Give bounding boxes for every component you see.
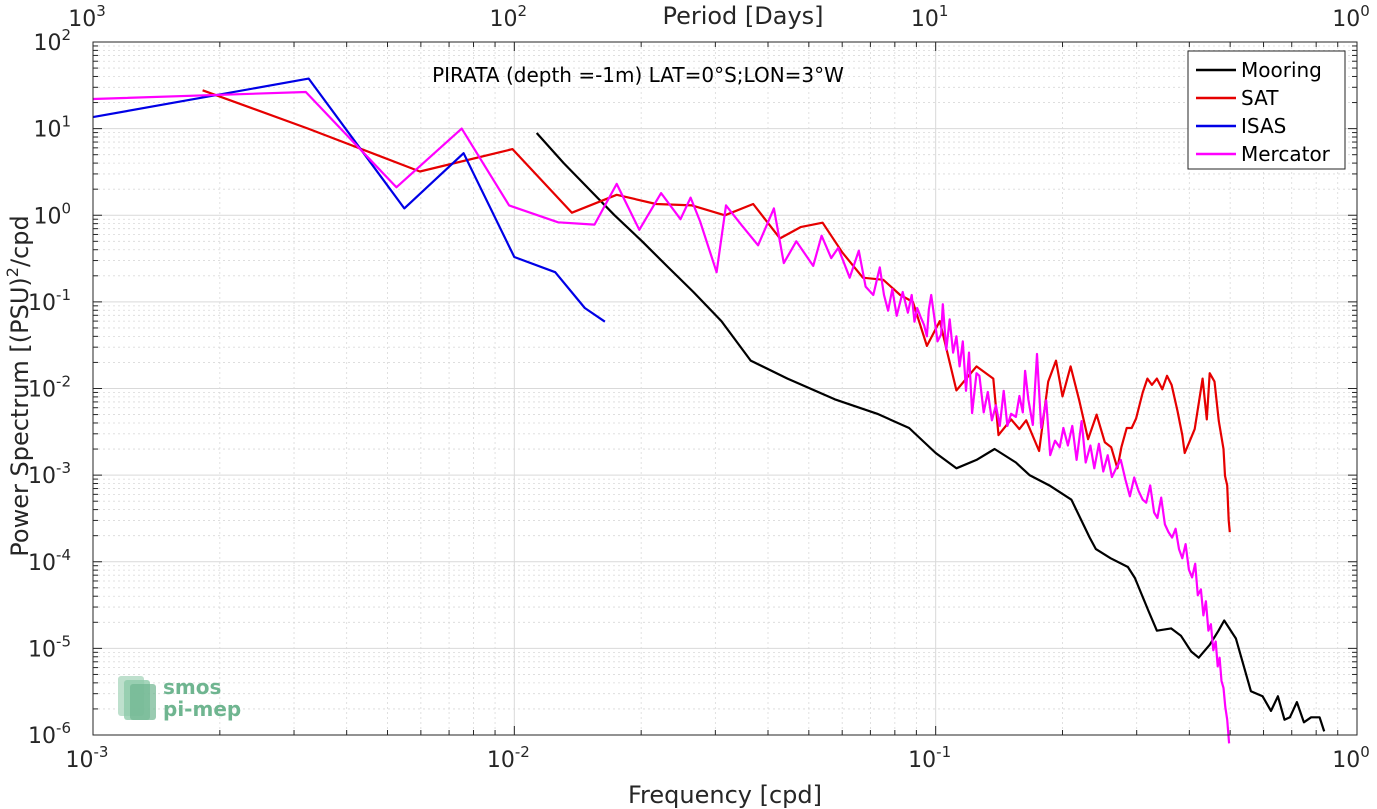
x2-tick-label-base: 10: [490, 7, 518, 32]
series-line-isas: [92, 77, 606, 323]
y-tick-label-base: 10: [28, 464, 56, 489]
y-tick-label-exp: 1: [61, 113, 71, 131]
grid-lines: [92, 42, 1357, 736]
x2-tick-label-exp: 2: [518, 2, 528, 20]
y-tick-label-exp: -1: [56, 286, 71, 304]
y-axis-title-main: Power Spectrum [(PSU): [6, 277, 34, 556]
y-tick-label-exp: -6: [56, 719, 71, 737]
y-tick-label-exp: 2: [61, 26, 71, 44]
x-tick-label-base: 10: [66, 748, 94, 773]
logo-text-smos: smos: [163, 675, 221, 699]
legend-label-isas: ISAS: [1241, 114, 1286, 138]
y-tick-label: 101: [33, 113, 71, 143]
x-tick-label: 10-3: [66, 743, 109, 773]
y-tick-label: 10-6: [28, 719, 71, 749]
y-axis-title: Power Spectrum [(PSU)2/cpd: [3, 215, 34, 556]
x2-tick-label: 103: [68, 2, 106, 32]
y-tick-label-base: 10: [28, 551, 56, 576]
logo-mark: [118, 676, 156, 720]
x2-tick-label: 102: [490, 2, 528, 32]
legend: Mooring SAT ISAS Mercator: [1187, 50, 1346, 170]
x-axis-title: Frequency [cpd]: [628, 781, 822, 809]
y-tick-label-exp: -3: [56, 459, 71, 477]
legend-label-mercator: Mercator: [1241, 142, 1331, 166]
x2-tick-label-exp: 0: [1360, 2, 1370, 20]
x-tick-label-exp: -1: [936, 743, 951, 761]
y-tick-label-base: 10: [28, 291, 56, 316]
y-tick-label: 102: [33, 26, 71, 56]
y-tick-label: 100: [33, 199, 71, 229]
legend-label-mooring: Mooring: [1241, 58, 1322, 82]
x-tick-label-base: 10: [908, 748, 936, 773]
x-tick-label: 10-1: [908, 743, 951, 773]
x-tick-label-base: 10: [1332, 748, 1360, 773]
legend-label-sat: SAT: [1241, 86, 1279, 110]
plot-title: PIRATA (depth =-1m) LAT=0°S;LON=3°W: [432, 63, 844, 87]
y-tick-label: 10-1: [28, 286, 71, 316]
x2-tick-label: 101: [911, 2, 949, 32]
x2-tick-label-base: 10: [68, 7, 96, 32]
x-tick-label-exp: 0: [1360, 743, 1370, 761]
y-tick-label-exp: 0: [61, 199, 71, 217]
y-axis-title-sup: 2: [3, 267, 22, 277]
y-tick-label-exp: -2: [56, 373, 71, 391]
y-tick-label: 10-2: [28, 373, 71, 403]
x-tick-label-exp: -3: [94, 743, 109, 761]
y-tick-label: 10-3: [28, 459, 71, 489]
y-tick-label-base: 10: [33, 118, 61, 143]
y-tick-label: 10-4: [28, 546, 71, 576]
x2-tick-label-exp: 1: [939, 2, 949, 20]
y-tick-label-exp: -5: [56, 632, 71, 650]
x-tick-label: 10-2: [487, 743, 530, 773]
x-tick-label-exp: -2: [515, 743, 530, 761]
series-line-sat: [202, 89, 1231, 533]
y-tick-label-base: 10: [33, 31, 61, 56]
y-axis-title-tail: /cpd: [6, 215, 34, 267]
x2-tick-label-base: 10: [911, 7, 939, 32]
x2-tick-label: 100: [1332, 2, 1370, 32]
x-tick-label-base: 10: [487, 748, 515, 773]
x2-tick-label-base: 10: [1332, 7, 1360, 32]
smos-pi-mep-logo: smos pi-mep: [118, 675, 241, 721]
y-tick-label-base: 10: [28, 637, 56, 662]
y-tick-label-base: 10: [33, 204, 61, 229]
y-tick-label-exp: -4: [56, 546, 71, 564]
series-line-mooring: [535, 132, 1326, 732]
x-tick-label: 100: [1332, 743, 1370, 773]
x2-axis-title: Period [Days]: [662, 2, 823, 30]
y-tick-label-base: 10: [28, 724, 56, 749]
x2-tick-label-exp: 3: [96, 2, 106, 20]
logo-text-pi-mep: pi-mep: [163, 697, 241, 721]
series-line-mercator: [92, 90, 1231, 744]
series-lines: [92, 77, 1326, 744]
y-tick-label: 10-5: [28, 632, 71, 662]
y-tick-label-base: 10: [28, 378, 56, 403]
